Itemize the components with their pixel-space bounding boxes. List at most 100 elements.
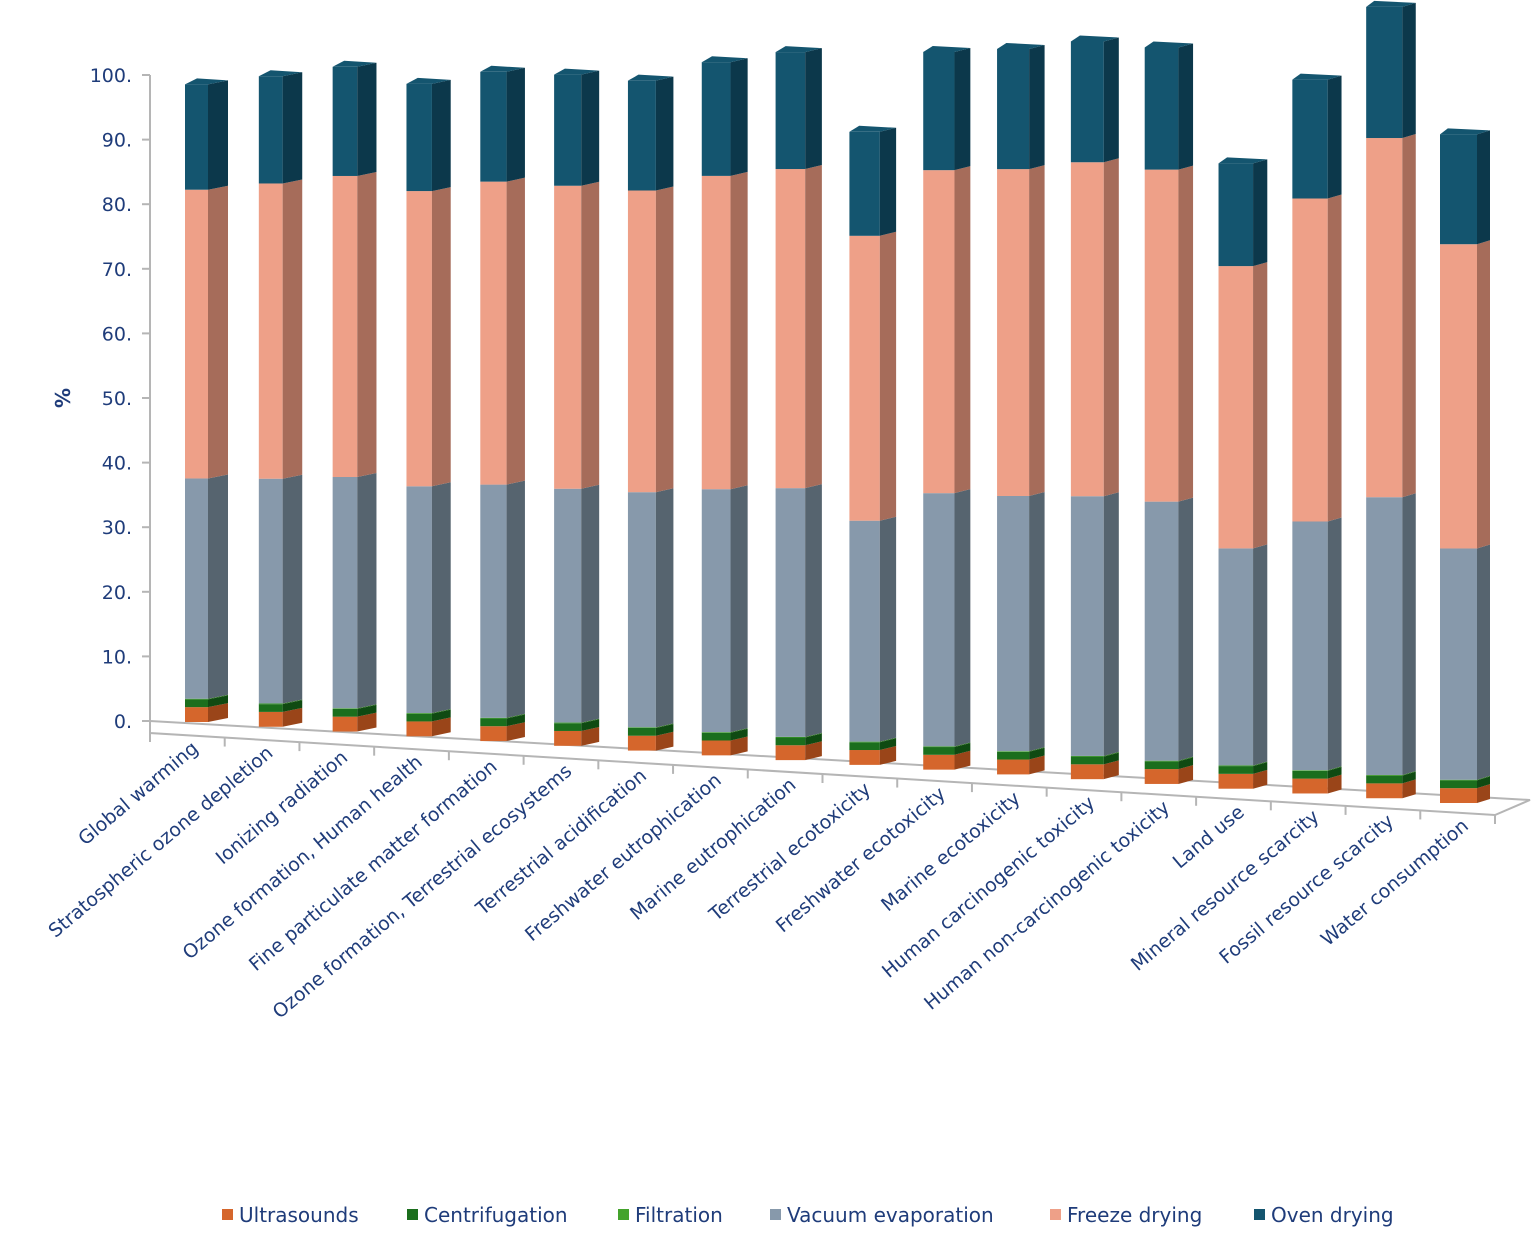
bar-segment-centrifugation (775, 737, 806, 746)
y-tick-label: 0. (114, 711, 132, 733)
bar-segment-freeze-drying (258, 183, 283, 479)
bar-segment-freeze-drying (480, 181, 507, 485)
bar-segment-side (581, 70, 600, 186)
bar-segment-filtration (480, 717, 507, 719)
y-tick-label: 100. (90, 65, 132, 87)
bar-top-face (849, 125, 897, 132)
bar-stack (332, 60, 377, 732)
bar-segment-oven-drying (1070, 41, 1104, 163)
legend-swatch (770, 1209, 781, 1220)
y-tick-label: 10. (102, 646, 132, 668)
bar-segment-ultrasounds (997, 759, 1030, 775)
bar-segment-freeze-drying (1070, 162, 1104, 497)
bar-segment-filtration (258, 703, 283, 705)
bar-segment-vacuum-evaporation (923, 493, 955, 747)
bar-segment-side (208, 695, 228, 708)
y-tick-label: 70. (102, 259, 132, 281)
bar-segment-side (1029, 747, 1045, 760)
bar-segment-side (655, 731, 674, 751)
bar-top-face (1070, 35, 1119, 42)
bar-segment-side (1253, 761, 1268, 767)
bar-top-face (554, 68, 600, 75)
bar-segment-side (1103, 37, 1119, 163)
bar-segment-ultrasounds (332, 716, 358, 732)
bar-segment-side (954, 742, 971, 748)
bar-stack (775, 46, 822, 761)
bar-stack (1366, 0, 1416, 799)
bar-segment-oven-drying (1292, 79, 1328, 199)
bar-segment-ultrasounds (849, 750, 880, 765)
bar-segment-side (357, 712, 377, 732)
bar-segment-centrifugation (1144, 761, 1179, 770)
bar-segment-side (1477, 776, 1490, 789)
bar-segment-ultrasounds (1070, 764, 1104, 780)
bar-segment-side (431, 709, 451, 714)
bar-segment-freeze-drying (185, 189, 208, 479)
bar-segment-centrifugation (923, 747, 955, 755)
bar-segment-ultrasounds (701, 740, 731, 756)
bar-segment-filtration (1292, 770, 1328, 771)
bar-segment-side (1029, 165, 1045, 496)
bar-stack (1070, 35, 1119, 780)
bar-segment-vacuum-evaporation (1144, 501, 1179, 761)
bar-segment-side (1253, 159, 1268, 267)
bar-segment-filtration (849, 741, 880, 743)
bar-segment-side (1178, 497, 1194, 761)
bar-stack (1144, 41, 1194, 784)
y-tick-label: 60. (102, 323, 132, 345)
bar-segment-ultrasounds (480, 726, 507, 742)
bar-segment-filtration (554, 722, 582, 724)
bar-segment-side (282, 179, 303, 479)
bar-segment-freeze-drying (1292, 198, 1328, 522)
bar-segment-freeze-drying (1366, 138, 1403, 498)
bar-segment-centrifugation (1218, 766, 1254, 774)
bar-segment-side (1253, 544, 1268, 766)
bar-segment-side (208, 474, 228, 699)
bar-top-face (1440, 128, 1490, 135)
bar-segment-side (581, 719, 600, 731)
bar-segment-side (1178, 756, 1194, 762)
bar-segment-side (506, 67, 525, 182)
bar-segment-side (954, 750, 971, 770)
bar-top-face (332, 60, 377, 67)
legend-swatch (222, 1209, 233, 1220)
bar-segment-side (282, 474, 303, 704)
bar-segment-oven-drying (258, 76, 283, 184)
bar-segment-side (208, 185, 228, 479)
bar-stack (627, 74, 674, 751)
bar-segment-freeze-drying (1218, 266, 1254, 549)
bar-segment-side (954, 47, 971, 171)
bar-segment-side (357, 62, 377, 176)
bar-stack (997, 42, 1045, 775)
bar-segment-filtration (627, 727, 656, 728)
bar-segment-side (357, 704, 377, 717)
bar-segment-oven-drying (923, 51, 955, 171)
bar-segment-filtration (701, 732, 731, 733)
bar-segment-ultrasounds (406, 721, 432, 737)
bar-segment-side (1327, 766, 1342, 779)
legend-label: Filtration (635, 1203, 723, 1227)
bar-stack (849, 125, 897, 765)
bar-segment-centrifugation (480, 718, 507, 727)
bar-segment-freeze-drying (554, 185, 582, 489)
bar-segment-vacuum-evaporation (1366, 497, 1403, 775)
bar-segment-side (1103, 158, 1119, 497)
bar-top-face (701, 56, 748, 63)
bar-stack (1440, 128, 1490, 803)
bar-segment-side (655, 76, 674, 191)
bar-segment-side (357, 704, 377, 709)
bar-segment-filtration (1144, 760, 1179, 762)
bar-segment-side (805, 732, 822, 738)
legend-item: Ultrasounds (222, 1203, 359, 1227)
bar-top-face (997, 42, 1045, 49)
bar-segment-side (1029, 44, 1045, 170)
bar-stack (701, 56, 748, 756)
bar-segment-filtration (1070, 755, 1104, 757)
bar-segment-side (1253, 769, 1268, 789)
bar-segment-freeze-drying (701, 175, 731, 490)
bar-segment-side (282, 707, 303, 727)
bar-top-face (923, 45, 971, 52)
bar-segment-centrifugation (1292, 770, 1328, 779)
legend-item: Filtration (618, 1203, 723, 1227)
